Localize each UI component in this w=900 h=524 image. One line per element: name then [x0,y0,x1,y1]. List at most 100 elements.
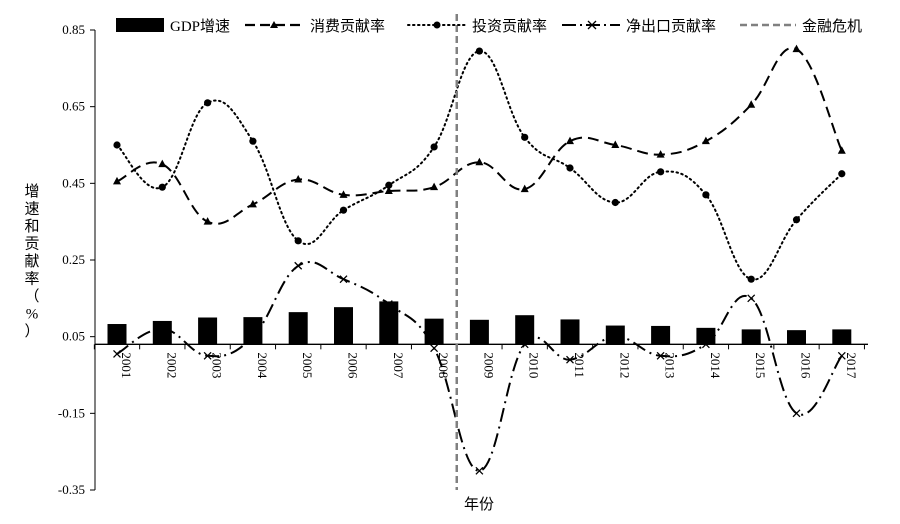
point-2-2013 [656,351,665,360]
bar-series [107,301,852,345]
point-2-2008 [430,344,439,353]
point-1-2002 [158,183,166,191]
y-tick-label: 0.45 [62,175,85,190]
point-2-2003 [203,351,212,360]
bar-gdp-2013 [651,325,671,345]
bar-gdp-2012 [605,325,625,345]
point-2-2014 [701,340,710,349]
point-0-2004 [248,199,257,208]
point-1-2017 [838,170,846,178]
point-2-2012 [611,332,620,341]
point-2-2004 [248,332,257,341]
x-tick-label-2005: 2005 [300,352,315,378]
x-tick-label-2015: 2015 [753,352,768,378]
point-0-2017 [837,146,846,154]
y-tick-labels: -0.35 -0.15 0.05 0.25 0.45 0.65 0.85 [58,22,85,497]
point-0-2012 [611,140,620,148]
point-1-2006 [339,206,348,214]
legend-label-crisis: 金融危机 [802,18,862,35]
y-axis-title-char: 贡 [24,237,39,253]
point-0-2013 [656,150,665,158]
point-2-2010 [520,340,529,349]
bar-gdp-2008 [424,318,444,345]
point-1-2015 [747,275,755,283]
bar-gdp-2002 [152,320,172,345]
y-axis-title-char: （ [24,288,39,305]
legend: GDP增速 消费贡献率 投资贡献率 净出口贡献率 金融危机 [116,18,862,35]
point-1-2005 [294,237,302,245]
point-1-2011 [566,164,574,172]
bar-gdp-2009 [469,319,489,345]
point-0-2001 [113,176,121,185]
x-tick-label-2001: 2001 [119,352,134,378]
point-2-2001 [113,349,121,358]
point-1-2003 [204,99,212,107]
point-0-2016 [792,44,801,53]
point-2-2017 [837,351,846,360]
point-0-2009 [475,157,484,166]
y-axis-title-char: 增 [24,183,39,200]
bar-gdp-2001 [107,324,127,345]
x-tick-label-2016: 2016 [799,352,814,379]
point-0-2014 [701,136,710,145]
y-tick-label: 0.65 [62,99,85,114]
point-0-2002 [158,159,167,168]
bar-gdp-2007 [379,301,399,345]
axes [90,29,868,491]
point-1-2008 [430,143,438,151]
legend-marker-investment [433,21,441,29]
line-series-0 [113,44,846,225]
legend-label-gdp: GDP增速 [170,18,230,35]
line-series-1 [113,47,846,283]
series-line-2 [116,260,843,472]
bar-gdp-2003 [198,317,218,345]
x-tick-label-2013: 2013 [663,352,678,378]
point-0-2011 [566,136,574,145]
y-axis-title-char: 献 [24,253,39,270]
point-0-2007 [384,186,393,194]
x-tick-label-2010: 2010 [527,352,542,378]
x-tick-label-2017: 2017 [844,352,859,379]
y-tick-label: 0.85 [62,22,85,37]
point-1-2013 [657,168,665,176]
point-0-2003 [203,217,212,225]
point-2-2006 [339,275,348,284]
point-0-2015 [747,100,756,108]
x-tick-label-2007: 2007 [391,352,406,379]
x-tick-label-2008: 2008 [436,352,451,378]
x-tick-label-2004: 2004 [255,352,270,379]
x-tick-label-2006: 2006 [346,352,361,379]
legend-swatch-gdp [116,18,164,32]
point-1-2009 [475,47,483,55]
point-1-2004 [249,137,257,145]
bar-gdp-2010 [515,315,535,345]
point-2-2015 [747,294,756,303]
point-2-2007 [384,300,393,309]
x-tick-label-2003: 2003 [210,352,225,378]
point-2-2016 [792,409,801,418]
bar-gdp-2005 [288,312,308,345]
x-tick-label-2011: 2011 [572,352,587,378]
y-axis-title-char: ） [24,323,39,340]
series-line-1 [116,50,843,281]
y-tick-label: 0.05 [62,329,85,344]
point-1-2001 [113,141,121,149]
bar-gdp-2006 [334,307,353,345]
bar-gdp-2015 [741,329,761,345]
line-series-2 [113,260,846,475]
y-tick-label: 0.25 [62,252,85,267]
y-tick-label: -0.35 [58,482,85,497]
point-2-2005 [294,261,303,270]
point-1-2016 [792,216,801,224]
point-2-2002 [158,325,167,333]
series-line-0 [116,47,843,225]
y-tick-label: -0.15 [58,405,85,420]
legend-label-consumption: 消费贡献率 [310,18,385,35]
bar-gdp-2017 [832,329,852,345]
x-tick-label-2009: 2009 [481,352,496,378]
y-axis-title-char: 速 [24,201,39,218]
x-tick-label-2014: 2014 [708,352,723,379]
legend-marker-netexport [587,20,597,30]
